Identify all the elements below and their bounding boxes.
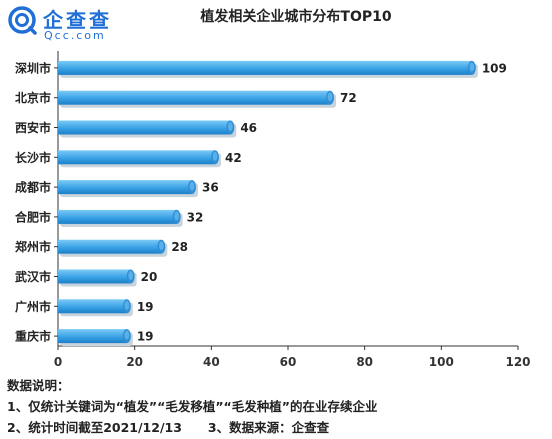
bar (58, 269, 131, 284)
qcc-logo-icon (8, 6, 37, 35)
notes-line-2-time: 2、统计时间截至2021/12/13 (7, 420, 182, 435)
y-tick-label: 广州市 (15, 299, 51, 314)
bar-value-label: 42 (225, 151, 242, 165)
notes-line-1: 1、仅统计关键词为“植发”“毛发移植”“毛发种植”的在业存续企业 (7, 399, 378, 414)
bar-value-label: 109 (482, 61, 507, 75)
x-tick-label: 100 (429, 355, 454, 369)
bar (58, 60, 472, 75)
bar-end-highlight (327, 92, 333, 102)
y-tick-label: 长沙市 (15, 150, 51, 165)
logo-domain: Qcc.com (44, 29, 106, 42)
bar-value-label: 32 (187, 210, 204, 224)
x-tick-label: 80 (356, 355, 373, 369)
y-tick-label: 成都市 (15, 180, 51, 195)
x-tick-label: 40 (203, 355, 220, 369)
notes-heading: 数据说明： (7, 378, 70, 393)
y-tick-label: 郑州市 (15, 239, 51, 254)
y-tick-label: 北京市 (15, 90, 51, 105)
y-tick-label: 合肥市 (15, 209, 51, 224)
bar-end-highlight (189, 181, 195, 191)
notes-line-2-source: 3、数据来源：企查查 (207, 420, 330, 435)
bar-end-highlight (124, 300, 130, 310)
x-tick-label: 120 (505, 355, 530, 369)
x-tick-label: 20 (126, 355, 143, 369)
bar-value-label: 36 (202, 181, 219, 195)
bar-end-highlight (128, 271, 134, 280)
bar-chart: 0 20 40 60 80 100 120 深圳市 109 北京市 72 西安市 46 长沙市 42 成都市 3… (15, 51, 531, 369)
x-tick-label: 60 (280, 355, 297, 369)
bar (58, 150, 215, 165)
bar-value-label: 72 (340, 91, 357, 105)
y-tick-label: 重庆市 (15, 329, 51, 344)
bar-end-highlight (174, 211, 180, 221)
bar-value-label: 19 (137, 330, 154, 344)
bar-end-highlight (212, 151, 218, 161)
bar (58, 329, 127, 344)
chart-title: 植发相关企业城市分布TOP10 (200, 9, 392, 25)
bar (58, 120, 231, 135)
y-tick-label: 西安市 (15, 120, 51, 135)
qcc-logo: 企查查 Qcc.com (7, 4, 119, 42)
bar-value-label: 20 (141, 270, 158, 284)
x-tick-label: 0 (54, 355, 62, 369)
bar-end-highlight (124, 330, 130, 340)
bar-end-highlight (227, 122, 233, 131)
logo-name: 企查查 (43, 8, 112, 32)
bar-end-highlight (469, 62, 475, 72)
bar-value-label: 19 (137, 300, 154, 314)
bar-end-highlight (158, 241, 164, 251)
bar (58, 90, 330, 105)
bar-value-label: 28 (171, 240, 188, 254)
bar (58, 209, 177, 224)
y-tick-label: 武汉市 (15, 269, 51, 284)
bar-value-label: 46 (240, 121, 257, 135)
notes-line-2: 2、统计时间截至2021/12/13 3、数据来源：企查查 (7, 417, 378, 438)
data-notes: 数据说明： 1、仅统计关键词为“植发”“毛发移植”“毛发种植”的在业存续企业 2… (7, 375, 378, 438)
bar (58, 239, 162, 254)
bar (58, 299, 127, 314)
y-tick-label: 深圳市 (15, 60, 51, 75)
bar (58, 180, 192, 195)
